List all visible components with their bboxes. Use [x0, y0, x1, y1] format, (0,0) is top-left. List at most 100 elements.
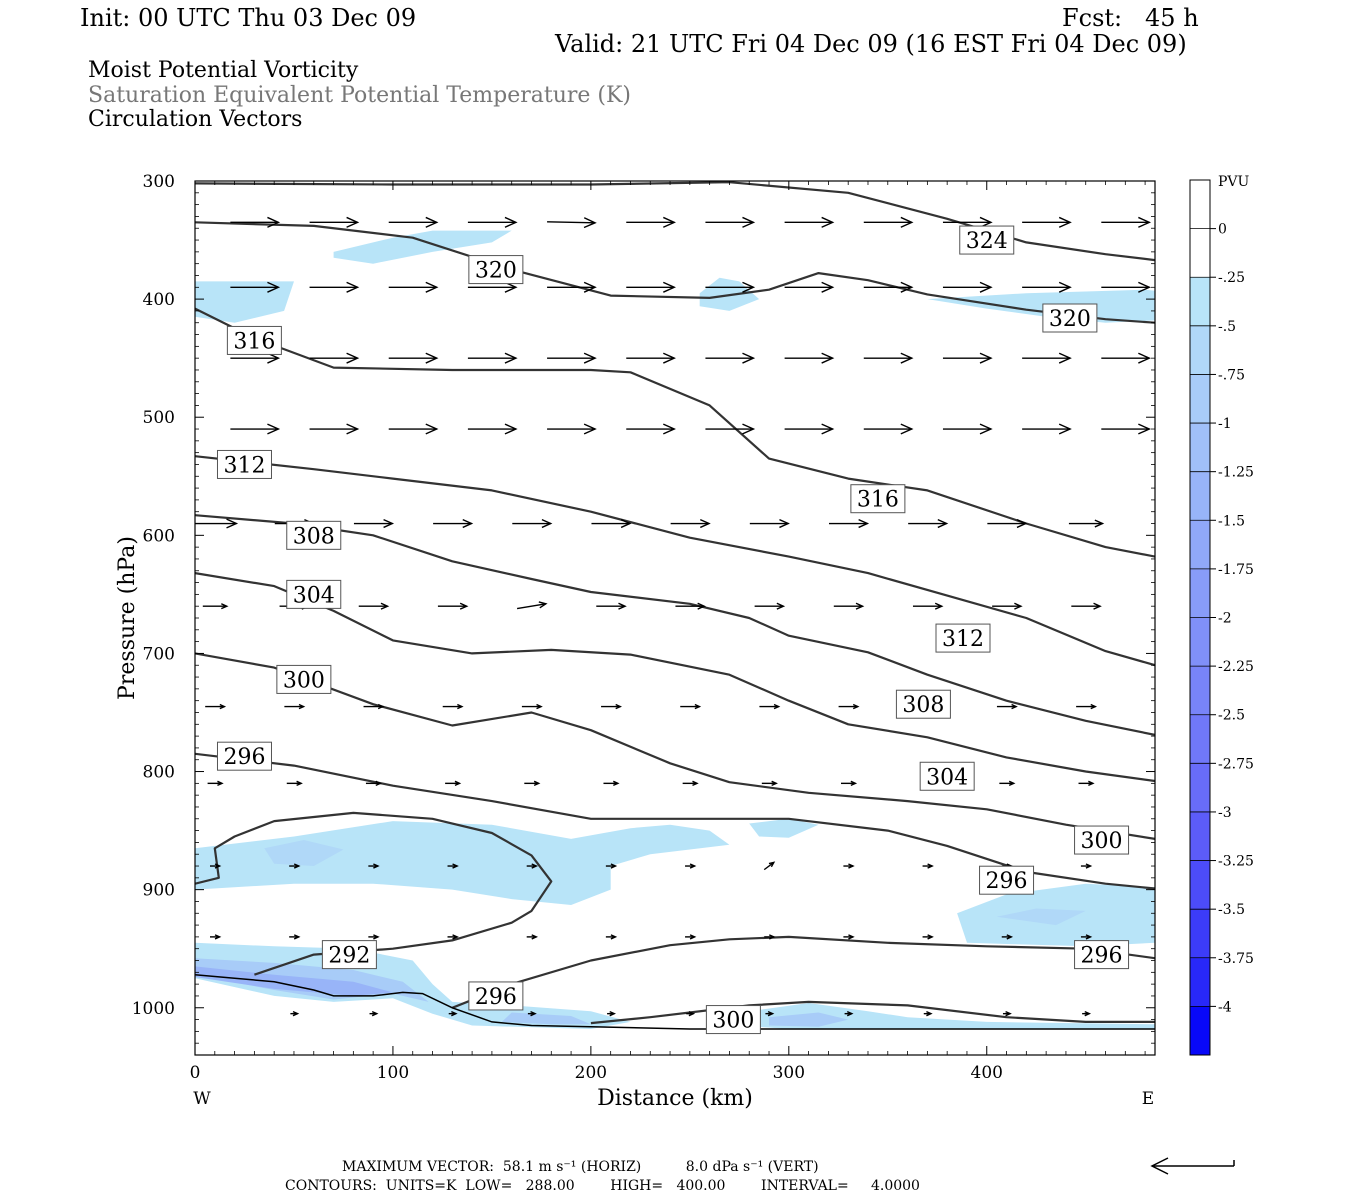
contour-label-text: 316	[233, 329, 275, 354]
circulation-vector-7-7	[761, 780, 778, 787]
colorbar-label: -.5	[1218, 319, 1236, 335]
circulation-vector-3-5	[626, 423, 676, 435]
circulation-vector-9-5	[605, 934, 618, 940]
circulation-vector-4-7	[749, 518, 790, 529]
circulation-vector-4-2	[353, 518, 395, 529]
circulation-vector-8-8	[843, 863, 855, 869]
circulation-vector-0-7	[784, 216, 835, 228]
theta-contour-312-3	[195, 455, 1155, 667]
contour-label-308-7: 308	[286, 520, 342, 550]
circulation-vector-6-7	[759, 703, 781, 710]
colorbar-label: -1	[1218, 416, 1232, 432]
circulation-vector-1-5	[626, 281, 676, 293]
circulation-vector-1-9	[942, 281, 993, 293]
contour-label-304-10: 304	[919, 761, 975, 791]
circulation-vector-6-1	[284, 703, 306, 710]
circulation-vector-5-10	[992, 602, 1023, 610]
contour-label-text: 296	[223, 745, 265, 770]
contour-label-text: 324	[966, 229, 1008, 254]
contour-label-312-5: 312	[216, 449, 272, 479]
circulation-vector-3-0	[230, 423, 281, 435]
circulation-vector-7-10	[999, 780, 1016, 787]
circulation-vector-2-5	[626, 352, 676, 364]
y-tick-label: 800	[143, 763, 175, 783]
contour-label-text: 308	[293, 524, 335, 549]
circulation-vector-7-0	[207, 780, 224, 787]
colorbar-swatch-11	[1190, 714, 1210, 764]
circulation-vector-2-6	[705, 352, 756, 364]
circulation-vector-8-2	[368, 863, 380, 869]
contour-label-300-18: 300	[705, 1005, 761, 1035]
pv-region-7	[264, 840, 344, 866]
circulation-vector-3-4	[547, 423, 597, 435]
contour-label-text: 308	[902, 693, 944, 718]
circulation-vector-8-1	[289, 863, 301, 869]
colorbar-swatch-2	[1190, 277, 1210, 327]
contour-label-320-2: 320	[1042, 303, 1098, 333]
colorbar-label: -3.25	[1218, 854, 1254, 870]
circulation-vector-6-2	[363, 703, 385, 710]
circulation-vector-2-11	[1101, 352, 1152, 364]
contours-note: CONTOURS: UNITS=K LOW= 288.00 HIGH= 400.…	[285, 1178, 920, 1194]
field-title-mpv: Moist Potential Vorticity	[88, 58, 359, 83]
theta-contour-316-2	[195, 307, 1155, 558]
y-tick-label: 900	[143, 881, 175, 901]
pv-region-13	[769, 1012, 849, 1027]
valid-time: Valid: 21 UTC Fri 04 Dec 09 (16 EST Fri …	[554, 30, 1187, 58]
circulation-vector-8-5	[605, 863, 618, 869]
plot-area: 324 320 320 316 316 312 312 308 308 304 304 300 300 2…	[132, 172, 1156, 1083]
circulation-vector-9-4	[526, 934, 539, 940]
theta-contour-300-10	[590, 1000, 1155, 1025]
colorbar-swatch-16	[1190, 957, 1210, 1007]
circulation-vector-7-6	[682, 780, 699, 787]
colorbar-swatch-1	[1190, 228, 1210, 278]
circulation-vector-3-8	[863, 423, 914, 435]
colorbar-label: -4	[1218, 999, 1232, 1015]
circulation-vector-1-8	[863, 281, 914, 293]
circulation-vector-3-2	[388, 423, 439, 435]
circulation-vector-1-2	[388, 281, 439, 293]
colorbar-swatch-17	[1190, 1006, 1210, 1056]
circulation-vector-6-3	[442, 703, 464, 710]
circulation-vector-0-1	[309, 216, 360, 228]
pv-region-3	[927, 289, 1155, 323]
theta-contour-308-4	[195, 514, 1155, 736]
contour-label-304-9: 304	[286, 579, 342, 609]
init-time: Init: 00 UTC Thu 03 Dec 09	[80, 4, 416, 32]
east-label: E	[1142, 1089, 1154, 1109]
contour-label-292-16: 292	[321, 940, 377, 970]
circulation-vector-2-3	[467, 352, 518, 364]
circulation-vector-1-7	[784, 281, 835, 293]
circulation-vector-9-10	[1001, 934, 1014, 940]
circulation-vector-1-10	[1022, 281, 1072, 293]
circulation-vector-2-9	[942, 352, 993, 364]
circulation-vector-10-8	[923, 1010, 933, 1017]
colorbar-swatch-15	[1190, 909, 1210, 959]
circulation-vector-8-0	[209, 863, 222, 869]
colorbar-label: -2.5	[1218, 708, 1245, 724]
circulation-vector-3-10	[1022, 423, 1072, 435]
circulation-vector-9-3	[447, 934, 459, 940]
contour-label-text: 320	[475, 259, 517, 284]
circulation-vector-5-2	[358, 602, 390, 610]
colorbar-label: -2.75	[1218, 756, 1254, 772]
pv-region-12	[501, 1012, 591, 1025]
contour-label-text: 320	[1049, 307, 1091, 332]
circulation-vector-7-1	[286, 780, 303, 787]
vector-layer	[195, 216, 1152, 1017]
colorbar-swatch-10	[1190, 666, 1210, 716]
colorbar-swatch-3	[1190, 325, 1210, 375]
circulation-vector-5-4	[516, 601, 548, 610]
colorbar-label: -1.75	[1218, 562, 1254, 578]
circulation-vector-0-10	[1022, 216, 1072, 228]
contour-label-text: 300	[1081, 829, 1123, 854]
colorbar-label: -1.25	[1218, 465, 1254, 481]
y-tick-label: 400	[143, 290, 175, 310]
circulation-vector-5-7	[754, 602, 786, 610]
circulation-vector-10-2	[448, 1010, 458, 1017]
colorbar-swatch-6	[1190, 471, 1210, 521]
contour-label-300-11: 300	[276, 664, 332, 694]
x-tick-label: 300	[773, 1063, 805, 1083]
circulation-vector-4-4	[512, 518, 553, 529]
circulation-vector-0-3	[467, 216, 518, 228]
